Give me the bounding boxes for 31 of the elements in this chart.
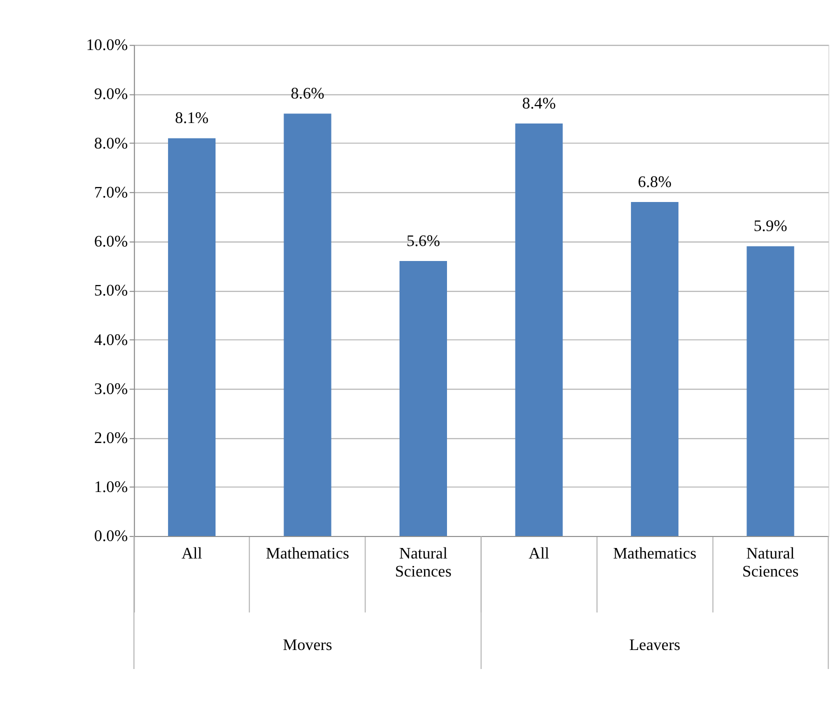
bar xyxy=(515,123,563,536)
y-tick-label: 9.0% xyxy=(94,86,128,104)
y-tick-label: 3.0% xyxy=(94,380,128,398)
data-label: 6.8% xyxy=(638,174,672,191)
data-label: 8.4% xyxy=(522,95,556,112)
data-label: 8.1% xyxy=(175,110,209,127)
text: Leavers xyxy=(629,636,680,654)
bar xyxy=(168,138,216,536)
bar xyxy=(284,114,332,536)
x-tick-label: All xyxy=(181,545,203,562)
x-tick-label: All xyxy=(528,545,550,562)
y-tick-label: 6.0% xyxy=(94,234,128,251)
y-tick-label: 7.0% xyxy=(94,184,128,202)
x-tick-label: Mathematics xyxy=(266,545,350,562)
y-tick-label: 0.0% xyxy=(94,528,128,546)
y-tick-label: 10.0% xyxy=(86,37,128,54)
x-tick-label: Mathematics xyxy=(613,545,696,562)
bar xyxy=(746,246,794,536)
y-tick-label: 5.0% xyxy=(94,282,128,300)
bar xyxy=(400,260,447,536)
x-tick-label: Natural Sciences xyxy=(742,545,799,580)
text: Movers xyxy=(282,636,332,654)
y-tick-label: 1.0% xyxy=(94,479,128,496)
y-tick-label: 8.0% xyxy=(94,135,128,152)
data-label: 5.6% xyxy=(406,232,440,250)
bar xyxy=(630,202,678,536)
y-tick-label: 4.0% xyxy=(94,332,128,349)
data-label: 8.6% xyxy=(290,85,324,102)
y-tick-label: 2.0% xyxy=(94,430,128,447)
data-label: 5.9% xyxy=(754,218,788,236)
x-tick-label: Natural Sciences xyxy=(395,545,452,580)
